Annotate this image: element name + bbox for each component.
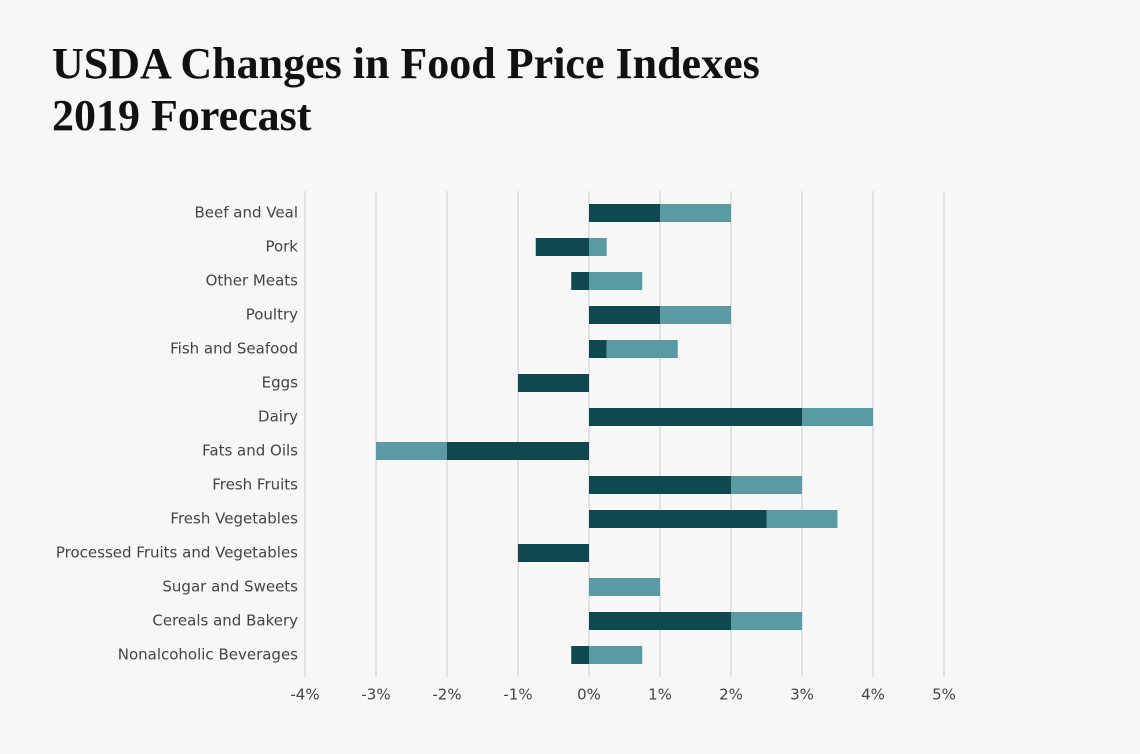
bar	[660, 306, 731, 324]
bar	[571, 272, 589, 290]
y-tick-label: Poultry	[246, 306, 298, 324]
bar	[376, 442, 447, 460]
y-tick-label: Fresh Fruits	[212, 476, 298, 494]
x-tick-label: -4%	[290, 686, 319, 704]
bar	[589, 340, 607, 358]
bar	[731, 612, 802, 630]
y-tick-label: Eggs	[262, 374, 299, 392]
bar	[589, 578, 660, 596]
y-tick-label: Pork	[265, 238, 298, 256]
bar	[518, 374, 589, 392]
chart-title: USDA Changes in Food Price Indexes	[52, 39, 760, 88]
y-tick-label: Dairy	[258, 408, 298, 426]
x-tick-label: 2%	[719, 686, 743, 704]
bar	[589, 646, 643, 664]
y-tick-label: Fats and Oils	[202, 442, 298, 460]
bar	[589, 476, 731, 494]
x-tick-label: 4%	[861, 686, 885, 704]
y-tick-label: Other Meats	[206, 272, 299, 290]
bar	[802, 408, 873, 426]
bar	[589, 306, 660, 324]
bar	[589, 272, 643, 290]
bar	[447, 442, 589, 460]
bar	[571, 646, 589, 664]
bar	[518, 544, 589, 562]
bar	[589, 408, 802, 426]
y-tick-label: Nonalcoholic Beverages	[118, 646, 298, 664]
x-tick-label: 5%	[932, 686, 956, 704]
y-tick-label: Fish and Seafood	[170, 340, 298, 358]
bar	[606, 340, 678, 358]
x-tick-label: 1%	[648, 686, 672, 704]
y-tick-label: Fresh Vegetables	[170, 510, 298, 528]
bar	[660, 204, 731, 222]
bar	[766, 510, 838, 528]
bar	[589, 612, 731, 630]
y-tick-label: Cereals and Bakery	[152, 612, 298, 630]
x-tick-label: -2%	[432, 686, 461, 704]
y-tick-label: Beef and Veal	[195, 204, 298, 222]
y-tick-label: Processed Fruits and Vegetables	[56, 544, 298, 562]
x-tick-label: -3%	[361, 686, 390, 704]
bar	[589, 204, 660, 222]
bar	[731, 476, 802, 494]
chart-subtitle: 2019 Forecast	[52, 91, 312, 140]
x-tick-label: -1%	[503, 686, 532, 704]
bar	[535, 238, 589, 256]
bar	[589, 510, 767, 528]
x-tick-label: 0%	[577, 686, 601, 704]
x-tick-label: 3%	[790, 686, 814, 704]
bar	[589, 238, 607, 256]
y-tick-label: Sugar and Sweets	[162, 578, 298, 596]
